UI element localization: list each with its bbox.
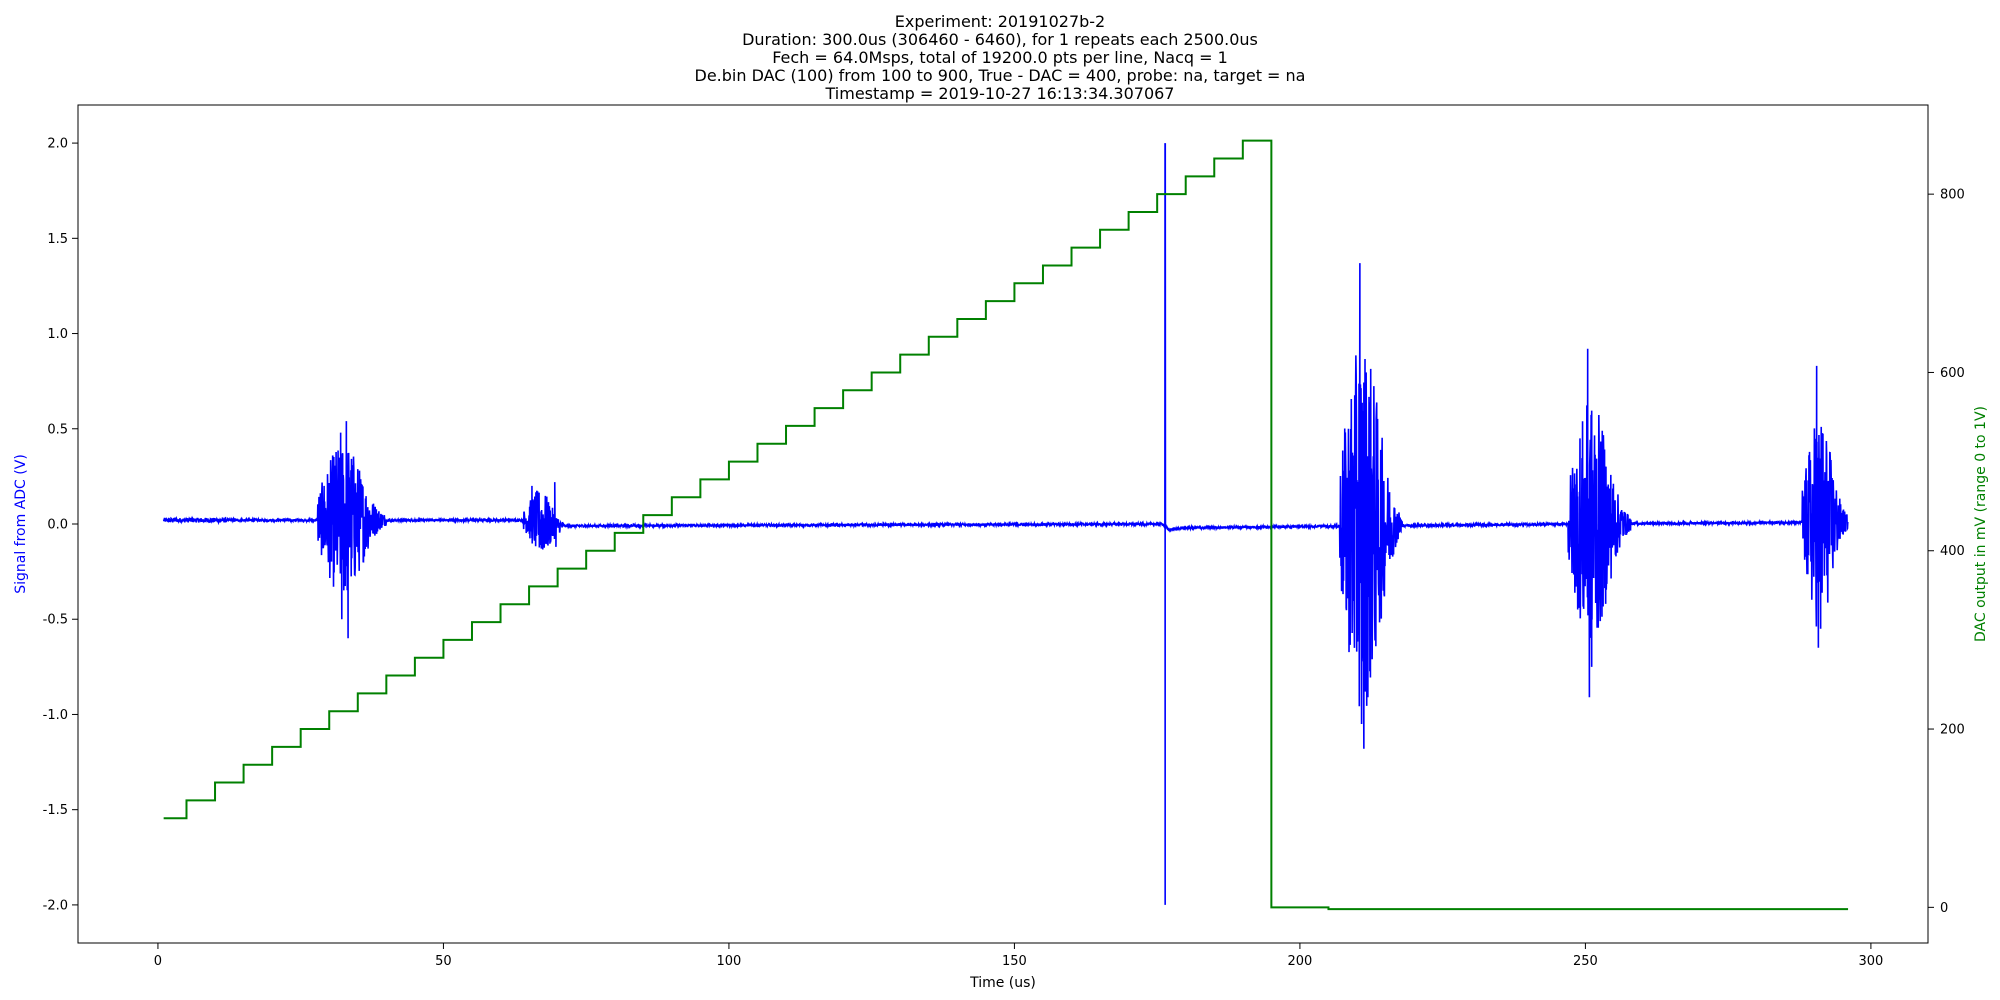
left-y-tick-label: 1.5 (47, 232, 68, 247)
right-y-tick-label: 600 (1940, 366, 1965, 381)
left-y-tick-label: -1.0 (43, 708, 68, 723)
right-y-tick-label: 800 (1940, 188, 1965, 203)
left-y-tick-label: 1.0 (47, 327, 68, 342)
x-tick-label: 200 (1287, 954, 1312, 969)
left-y-tick-label: -1.5 (43, 803, 68, 818)
title-line-4: De.bin DAC (100) from 100 to 900, True -… (694, 66, 1306, 85)
right-y-tick-label: 0 (1940, 901, 1948, 916)
right-y-tick-label: 400 (1940, 544, 1965, 559)
title-line-5: Timestamp = 2019-10-27 16:13:34.307067 (825, 84, 1175, 103)
title-line-2: Duration: 300.0us (306460 - 6460), for 1… (742, 30, 1258, 49)
x-tick-label: 0 (154, 954, 162, 969)
x-tick-label: 50 (435, 954, 452, 969)
plot-frame (77, 104, 1929, 944)
title-line-3: Fech = 64.0Msps, total of 19200.0 pts pe… (772, 48, 1228, 67)
adc-signal-series (162, 143, 1849, 905)
left-y-axis-label: Signal from ADC (V) (13, 454, 29, 594)
x-axis-label: Time (us) (969, 975, 1036, 991)
left-y-axis: -2.0 -1.5 -1.0 -0.5 0.0 0.5 1.0 1.5 2.0 (43, 137, 78, 913)
x-tick-label: 250 (1573, 954, 1598, 969)
left-y-tick-label: 0.0 (47, 518, 68, 533)
left-y-tick-label: -0.5 (43, 613, 68, 628)
right-y-tick-label: 200 (1940, 723, 1965, 738)
left-y-tick-label: 0.5 (47, 422, 68, 437)
x-tick-label: 300 (1858, 954, 1883, 969)
x-tick-label: 100 (717, 954, 742, 969)
title-line-1: Experiment: 20191027b-2 (894, 12, 1106, 31)
right-y-axis-label: DAC output in mV (range 0 to 1V) (1973, 406, 1989, 642)
dac-output-series (163, 139, 1849, 911)
x-tick-label: 150 (1002, 954, 1027, 969)
left-y-tick-label: -2.0 (43, 898, 68, 913)
left-y-tick-label: 2.0 (47, 137, 68, 152)
x-axis: 0 50 100 150 200 250 300 (154, 943, 1883, 969)
right-y-axis: 0 200 400 600 800 (1928, 188, 1965, 916)
